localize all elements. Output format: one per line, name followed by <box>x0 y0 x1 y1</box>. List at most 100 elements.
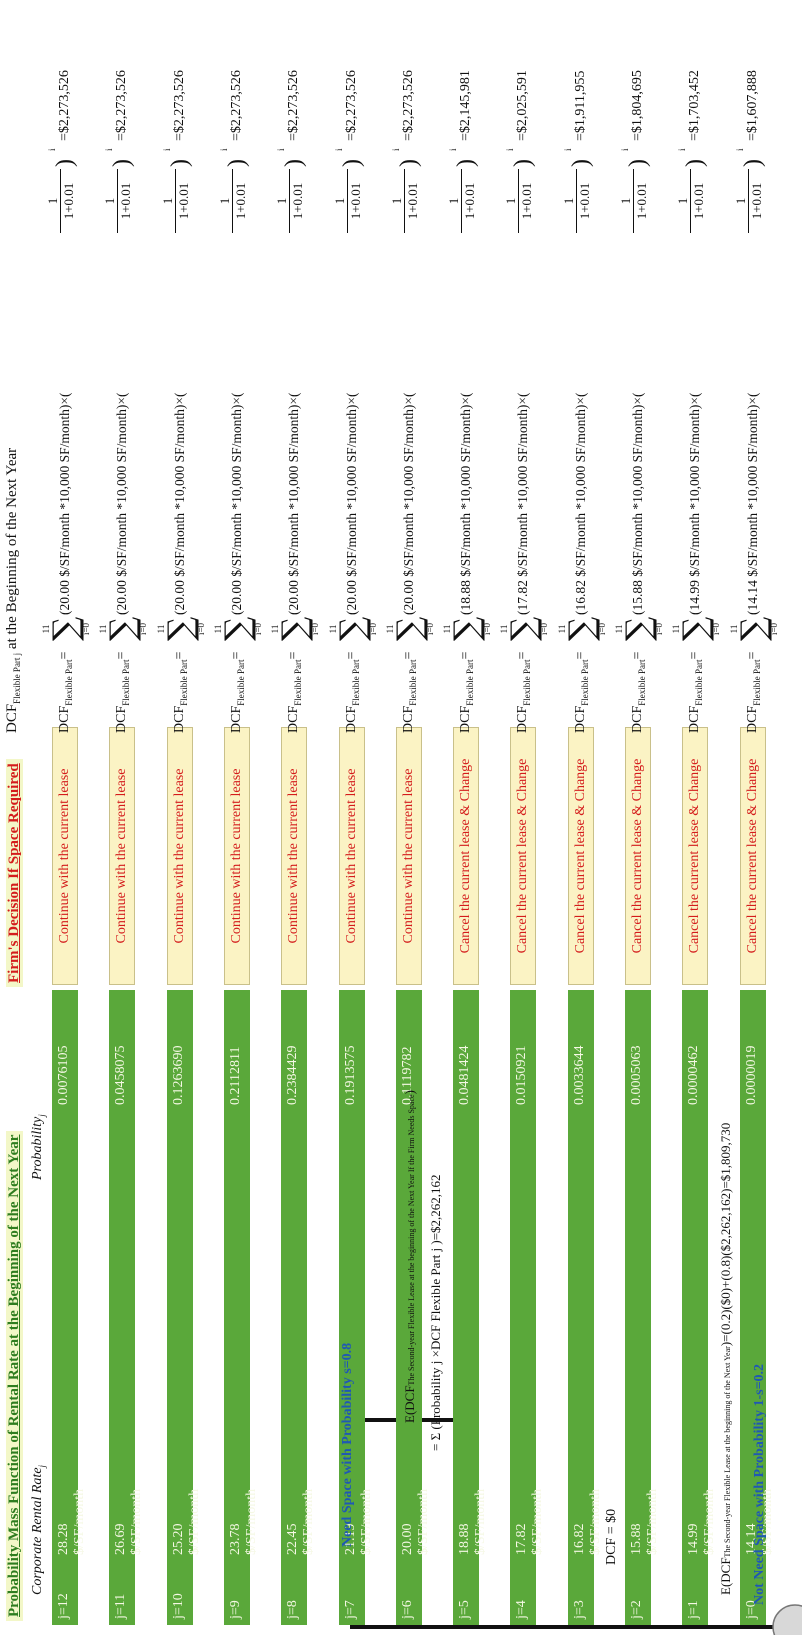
dcf-formula: DCFFlexible Part= 11 ∑ i=0 (20.00 $/SF/month… <box>155 70 206 733</box>
dcf-result: =$2,273,526 <box>171 70 187 141</box>
dcf-lhs: DCFFlexible Part= <box>630 651 647 733</box>
rental-rate: 15.88 $/SF/month <box>629 1488 660 1555</box>
firm-decision: Continue with the current lease <box>281 727 308 985</box>
chance-node <box>772 1604 802 1635</box>
dcf-body: (18.88 $/SF/month *10,000 SF/month)×( <box>458 392 474 615</box>
sigma-icon: 11 ∑ i=0 <box>671 616 722 641</box>
discount-fraction: 1 1+0.01 <box>618 169 649 233</box>
dcf-formula: DCFFlexible Part= 11 ∑ i=0 (16.82 $/SF/month… <box>556 70 607 733</box>
sigma-icon: 11 ∑ i=0 <box>728 616 779 641</box>
decision-title: Firm's Decision If Space Required <box>6 759 23 987</box>
sigma-icon: 11 ∑ i=0 <box>41 616 91 641</box>
rate-header: Corporate Rental Ratej <box>30 1464 47 1595</box>
dcf-result: =$1,911,955 <box>572 70 588 141</box>
dcf-header: DCFFlexible Part j at the Beginning of t… <box>4 447 22 733</box>
discount-fraction: 1 1+0.01 <box>560 169 592 233</box>
rental-rate: 23.78 $/SF/month <box>227 1488 259 1555</box>
dcf-result: =$1,607,888 <box>744 70 760 141</box>
rental-rate: 18.88 $/SF/month <box>457 1488 489 1555</box>
sigma-icon: 11 ∑ i=0 <box>155 616 206 641</box>
rental-rate: 26.69 $/SF/month <box>113 1488 145 1555</box>
firm-decision: Cancel the current lease & Change <box>567 727 594 985</box>
sigma-icon: 11 ∑ i=0 <box>270 616 321 641</box>
discount-fraction: 1 1+0.01 <box>503 169 534 233</box>
dcf-result: =$2,145,981 <box>458 70 474 141</box>
row-index: j=6 <box>399 1600 415 1619</box>
dcf-lhs: DCFFlexible Part= <box>687 651 705 733</box>
dcf-body: (16.82 $/SF/month *10,000 SF/month)×( <box>572 392 588 615</box>
probability: 0.0000462 <box>686 1045 702 1106</box>
not-need-space-label: Not Need Space with Probability 1-s=0.2 <box>752 1363 767 1605</box>
sigma-icon: 11 ∑ i=0 <box>556 616 607 641</box>
row-index: j=2 <box>629 1600 644 1619</box>
dcf-lhs: DCFFlexible Part= <box>171 651 189 733</box>
dcf-lhs: DCFFlexible Part= <box>343 651 361 733</box>
row-index: j=4 <box>514 1600 530 1619</box>
sigma-icon: 11 ∑ i=0 <box>384 616 435 641</box>
discount-fraction: 1 1+0.01 <box>675 169 706 233</box>
probability: 0.0005063 <box>629 1045 644 1106</box>
discount-fraction: 1 1+0.01 <box>216 169 248 233</box>
probability: 0.0150921 <box>514 1045 530 1106</box>
dcf-body: (20.00 $/SF/month *10,000 SF/month)×( <box>400 392 416 615</box>
dcf-result: =$2,273,526 <box>400 70 416 141</box>
dcf-body: (20.00 $/SF/month *10,000 SF/month)×( <box>57 392 72 615</box>
discount-fraction: 1 1+0.01 <box>331 169 363 233</box>
expected-dcf-need-space-lhs: E(DCFThe Second-year Flexible Lease at t… <box>402 1090 417 1423</box>
rental-rate: 22.45 $/SF/month <box>285 1488 317 1555</box>
dcf-result: =$2,273,526 <box>343 70 359 141</box>
sigma-icon: 11 ∑ i=0 <box>98 616 149 641</box>
dcf-result: =$2,273,526 <box>286 70 302 141</box>
dcf-body: (15.88 $/SF/month *10,000 SF/month)×( <box>630 392 645 615</box>
probability: 0.1263690 <box>170 1045 186 1106</box>
dcf-formula: DCFFlexible Part= 11 ∑ i=0 (20.00 $/SF/month… <box>212 70 263 733</box>
probability: 0.0458075 <box>113 1045 129 1106</box>
firm-decision: Continue with the current lease <box>166 727 193 985</box>
rental-rate: 16.82 $/SF/month <box>571 1488 603 1555</box>
dcf-formula: DCFFlexible Part= 11 ∑ i=0 (20.00 $/SF/month… <box>327 70 378 733</box>
dcf-formula: DCFFlexible Part= 11 ∑ i=0 (14.99 $/SF/month… <box>671 70 722 733</box>
row-index: j=10 <box>170 1593 186 1619</box>
firm-decision: Continue with the current lease <box>109 727 136 985</box>
dcf-formula: DCFFlexible Part= 11 ∑ i=0 (14.14 $/SF/month… <box>728 70 779 733</box>
dcf-body: (14.14 $/SF/month *10,000 SF/month)×( <box>744 392 760 615</box>
probability: 0.0000019 <box>743 1045 759 1106</box>
dcf-result: =$2,273,526 <box>57 70 72 141</box>
dcf-result: =$2,273,526 <box>114 70 130 141</box>
firm-decision: Continue with the current lease <box>338 727 365 985</box>
firm-decision: Cancel the current lease & Change <box>510 727 537 985</box>
firm-decision: Cancel the current lease & Change <box>682 727 709 985</box>
dcf-body: (20.00 $/SF/month *10,000 SF/month)×( <box>171 392 187 615</box>
expected-dcf-total: E(DCFThe Second-year Flexible Lease at t… <box>718 1122 733 1595</box>
discount-fraction: 1 1+0.01 <box>102 169 133 233</box>
pmf-title: Probability Mass Function of Rental Rate… <box>6 1130 23 1621</box>
rental-rate: 17.82 $/SF/month <box>514 1488 546 1555</box>
dcf-formula: DCFFlexible Part= 11 ∑ i=0 (20.00 $/SF/month… <box>270 70 321 733</box>
dcf-body: (14.99 $/SF/month *10,000 SF/month)×( <box>687 392 703 615</box>
probability: 0.0481424 <box>457 1045 473 1106</box>
dcf-lhs: DCFFlexible Part= <box>57 651 74 733</box>
discount-fraction: 1 1+0.01 <box>446 169 477 233</box>
row-index: j=12 <box>56 1593 71 1619</box>
row-index: j=9 <box>227 1600 243 1619</box>
probability: 0.1913575 <box>342 1045 358 1106</box>
dcf-body: (17.82 $/SF/month *10,000 SF/month)×( <box>515 392 531 615</box>
rental-rate: 20.00 $/SF/month <box>399 1488 431 1555</box>
dcf-formula: DCFFlexible Part= 11 ∑ i=0 (20.00 $/SF/month… <box>384 70 435 733</box>
sigma-icon: 11 ∑ i=0 <box>614 616 664 641</box>
sigma-icon: 11 ∑ i=0 <box>212 616 263 641</box>
dcf-lhs: DCFFlexible Part= <box>114 651 132 733</box>
discount-fraction: 1 1+0.01 <box>45 169 76 233</box>
dcf-body: (20.00 $/SF/month *10,000 SF/month)×( <box>228 392 244 615</box>
dcf-zero-label: DCF = $0 <box>604 1508 619 1565</box>
expected-dcf-need-space-value: = Σ (Probability j ×DCF Flexible Part j … <box>428 1174 443 1451</box>
dcf-body: (20.00 $/SF/month *10,000 SF/month)×( <box>286 392 302 615</box>
dcf-body: (20.00 $/SF/month *10,000 SF/month)×( <box>114 392 130 615</box>
row-index: j=3 <box>571 1600 587 1619</box>
rental-rate: 25.20 $/SF/month <box>170 1488 202 1555</box>
dcf-formula: DCFFlexible Part= 11 ∑ i=0 (15.88 $/SF/month… <box>614 70 664 733</box>
dcf-lhs: DCFFlexible Part= <box>744 651 762 733</box>
dcf-body: (20.00 $/SF/month *10,000 SF/month)×( <box>343 392 359 615</box>
firm-decision: Continue with the current lease <box>52 727 78 985</box>
